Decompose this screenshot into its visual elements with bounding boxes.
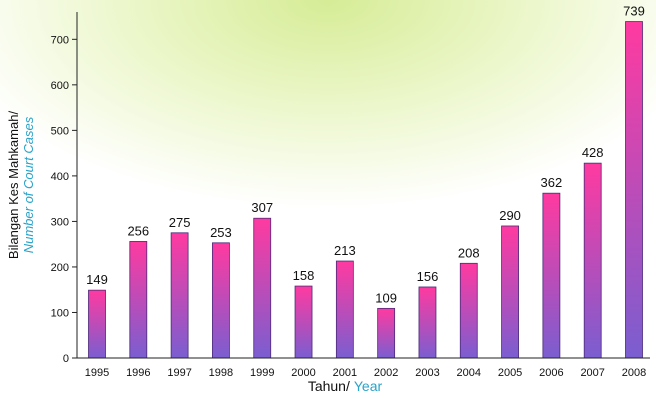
data-label-1996: 256 xyxy=(127,223,149,238)
x-tick-label-1999: 1999 xyxy=(250,367,274,379)
bar-2001 xyxy=(335,260,354,359)
x-axis-title: Tahun/Year xyxy=(308,378,383,394)
data-label-2004: 208 xyxy=(458,245,480,260)
y-tick-label: 200 xyxy=(51,262,69,274)
data-label-2003: 156 xyxy=(417,269,439,284)
x-tick-label-2006: 2006 xyxy=(539,367,563,379)
x-tick-label-1995: 1995 xyxy=(85,367,109,379)
x-tick-label-2004: 2004 xyxy=(457,367,481,379)
bar-2000 xyxy=(294,285,313,359)
x-tick-label-2002: 2002 xyxy=(374,367,398,379)
data-label-2002: 109 xyxy=(375,290,397,305)
bar-1997 xyxy=(170,232,189,359)
bar-2006 xyxy=(542,192,561,359)
y-axis-title-line1: Bilangan Kes Mahkamah/ xyxy=(6,111,21,260)
x-tick-label-1998: 1998 xyxy=(209,367,233,379)
bar-1995 xyxy=(88,289,106,359)
x-tick-label-2001: 2001 xyxy=(333,367,357,379)
y-tick-label: 400 xyxy=(51,171,69,183)
data-label-2005: 290 xyxy=(499,208,521,223)
data-label-1999: 307 xyxy=(251,200,273,215)
data-label-2000: 158 xyxy=(293,268,315,283)
y-tick-label: 600 xyxy=(51,80,69,92)
y-axis-title: Bilangan Kes Mahkamah/ Number of Court C… xyxy=(6,111,36,260)
x-tick-label-2000: 2000 xyxy=(291,367,315,379)
x-axis-title-part2: Year xyxy=(354,378,383,394)
bar-2002 xyxy=(377,307,396,359)
x-tick-label-2003: 2003 xyxy=(415,367,439,379)
data-label-2008: 739 xyxy=(623,4,645,19)
x-tick-label-2008: 2008 xyxy=(622,367,646,379)
data-label-2006: 362 xyxy=(541,175,563,190)
bar-2004 xyxy=(459,262,478,359)
y-tick-label: 100 xyxy=(51,307,69,319)
bar-2008 xyxy=(625,21,643,359)
y-tick-label: 300 xyxy=(51,216,69,228)
x-tick-label-1996: 1996 xyxy=(126,367,150,379)
data-label-1997: 275 xyxy=(169,215,191,230)
data-label-2007: 428 xyxy=(582,145,604,160)
y-axis-title-line2: Number of Court Cases xyxy=(21,116,36,253)
bars-group: 149 256 275 253 307 158 213 109 156 208 290 362 428 7… xyxy=(86,4,645,359)
data-label-1998: 253 xyxy=(210,225,232,240)
x-axis: 1995 1996 1997 1998 1999 2000 2001 2002 2003 2004… xyxy=(77,357,650,379)
x-tick-label-1997: 1997 xyxy=(167,367,191,379)
x-tick-label-2007: 2007 xyxy=(580,367,604,379)
bar-2003 xyxy=(418,286,437,359)
bar-1996 xyxy=(129,241,148,359)
x-tick-label-2005: 2005 xyxy=(498,367,522,379)
bar-1998 xyxy=(212,242,230,359)
bar-1999 xyxy=(253,217,272,359)
y-axis: 0 100 200 300 400 500 600 700 xyxy=(51,12,78,365)
bar-2007 xyxy=(583,162,602,359)
data-label-2001: 213 xyxy=(334,243,356,258)
y-tick-label: 700 xyxy=(51,34,69,46)
x-axis-title-part1: Tahun/ xyxy=(308,378,350,394)
data-label-1995: 149 xyxy=(86,272,108,287)
bar-2005 xyxy=(501,225,519,359)
y-tick-label: 0 xyxy=(63,353,69,365)
y-tick-label: 500 xyxy=(51,125,69,137)
